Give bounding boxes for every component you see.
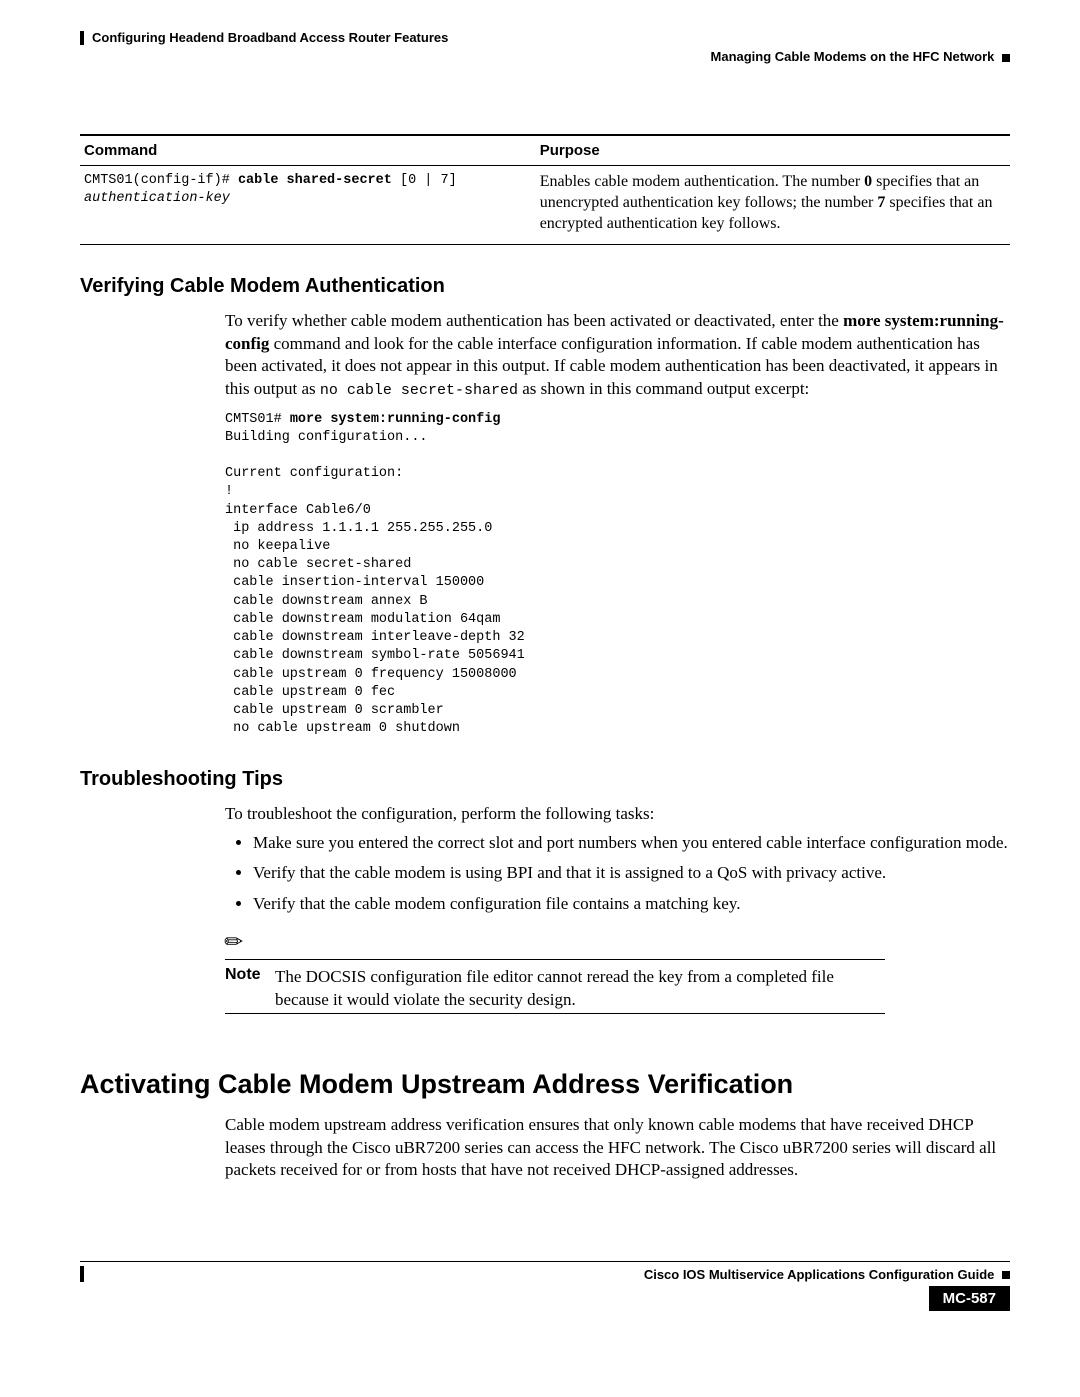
footer-title-wrap: Cisco IOS Multiservice Applications Conf… <box>84 1267 1010 1282</box>
square-icon <box>1002 1271 1010 1279</box>
verifying-heading: Verifying Cable Modem Authentication <box>80 275 1010 298</box>
note-label: Note <box>225 966 275 1011</box>
note-rule-bottom <box>225 1013 885 1014</box>
list-item: Verify that the cable modem is using BPI… <box>253 862 1010 884</box>
header-chapter: Configuring Headend Broadband Access Rou… <box>92 30 448 45</box>
list-item: Make sure you entered the correct slot a… <box>253 832 1010 854</box>
activating-heading: Activating Cable Modem Upstream Address … <box>80 1069 1010 1100</box>
verifying-paragraph: To verify whether cable modem authentica… <box>225 310 1010 400</box>
cmd-bold: cable shared-secret <box>238 173 392 188</box>
pre-body: Building configuration... Current config… <box>225 430 525 737</box>
activating-paragraph: Cable modem upstream address verificatio… <box>225 1114 1010 1181</box>
header-section-row: Managing Cable Modems on the HFC Network <box>80 49 1010 64</box>
header-section: Managing Cable Modems on the HFC Network <box>711 49 995 64</box>
col-command-header: Command <box>80 135 536 166</box>
purpose-text-1: Enables cable modem authentication. The … <box>540 173 864 190</box>
square-icon <box>1002 54 1010 62</box>
trouble-list: Make sure you entered the correct slot a… <box>225 832 1010 915</box>
col-purpose-header: Purpose <box>536 135 1010 166</box>
footer-row: Cisco IOS Multiservice Applications Conf… <box>80 1266 1010 1282</box>
footer: Cisco IOS Multiservice Applications Conf… <box>80 1261 1010 1311</box>
header-chapter-row: Configuring Headend Broadband Access Rou… <box>80 30 1010 45</box>
vp-e: as shown in this command output excerpt: <box>518 379 809 398</box>
footer-title: Cisco IOS Multiservice Applications Conf… <box>644 1267 995 1282</box>
purpose-bold-0: 0 <box>864 173 872 190</box>
purpose-cell: Enables cable modem authentication. The … <box>536 166 1010 245</box>
page: Configuring Headend Broadband Access Rou… <box>0 0 1080 1337</box>
pre-bold: more system:running-config <box>290 412 501 427</box>
vp-d: no cable secret-shared <box>320 382 518 399</box>
footer-line <box>80 1261 1010 1262</box>
note-text: The DOCSIS configuration file editor can… <box>275 966 885 1011</box>
header-bar-icon <box>80 31 84 45</box>
pre-prefix: CMTS01# <box>225 412 290 427</box>
note-block: ✎ Note The DOCSIS configuration file edi… <box>225 929 1010 1014</box>
command-table: Command Purpose CMTS01(config-if)# cable… <box>80 134 1010 245</box>
pencil-icon: ✎ <box>219 926 250 957</box>
note-rule-top <box>225 959 885 960</box>
vp-a: To verify whether cable modem authentica… <box>225 311 843 330</box>
cmd-ital: authentication-key <box>84 191 230 206</box>
activating-body: Cable modem upstream address verificatio… <box>225 1114 1010 1181</box>
verifying-body: To verify whether cable modem authentica… <box>225 310 1010 738</box>
troubleshooting-heading: Troubleshooting Tips <box>80 768 1010 791</box>
note-row: Note The DOCSIS configuration file edito… <box>225 966 885 1011</box>
cmd-args: [0 | 7] <box>392 173 457 188</box>
command-cell: CMTS01(config-if)# cable shared-secret [… <box>80 166 536 245</box>
cmd-prefix: CMTS01(config-if)# <box>84 173 238 188</box>
table-row: CMTS01(config-if)# cable shared-secret [… <box>80 166 1010 245</box>
troubleshooting-body: To troubleshoot the configuration, perfo… <box>225 803 1010 915</box>
trouble-intro: To troubleshoot the configuration, perfo… <box>225 803 1010 825</box>
list-item: Verify that the cable modem configuratio… <box>253 893 1010 915</box>
page-number: MC-587 <box>929 1286 1010 1311</box>
config-output: CMTS01# more system:running-config Build… <box>225 411 1010 739</box>
